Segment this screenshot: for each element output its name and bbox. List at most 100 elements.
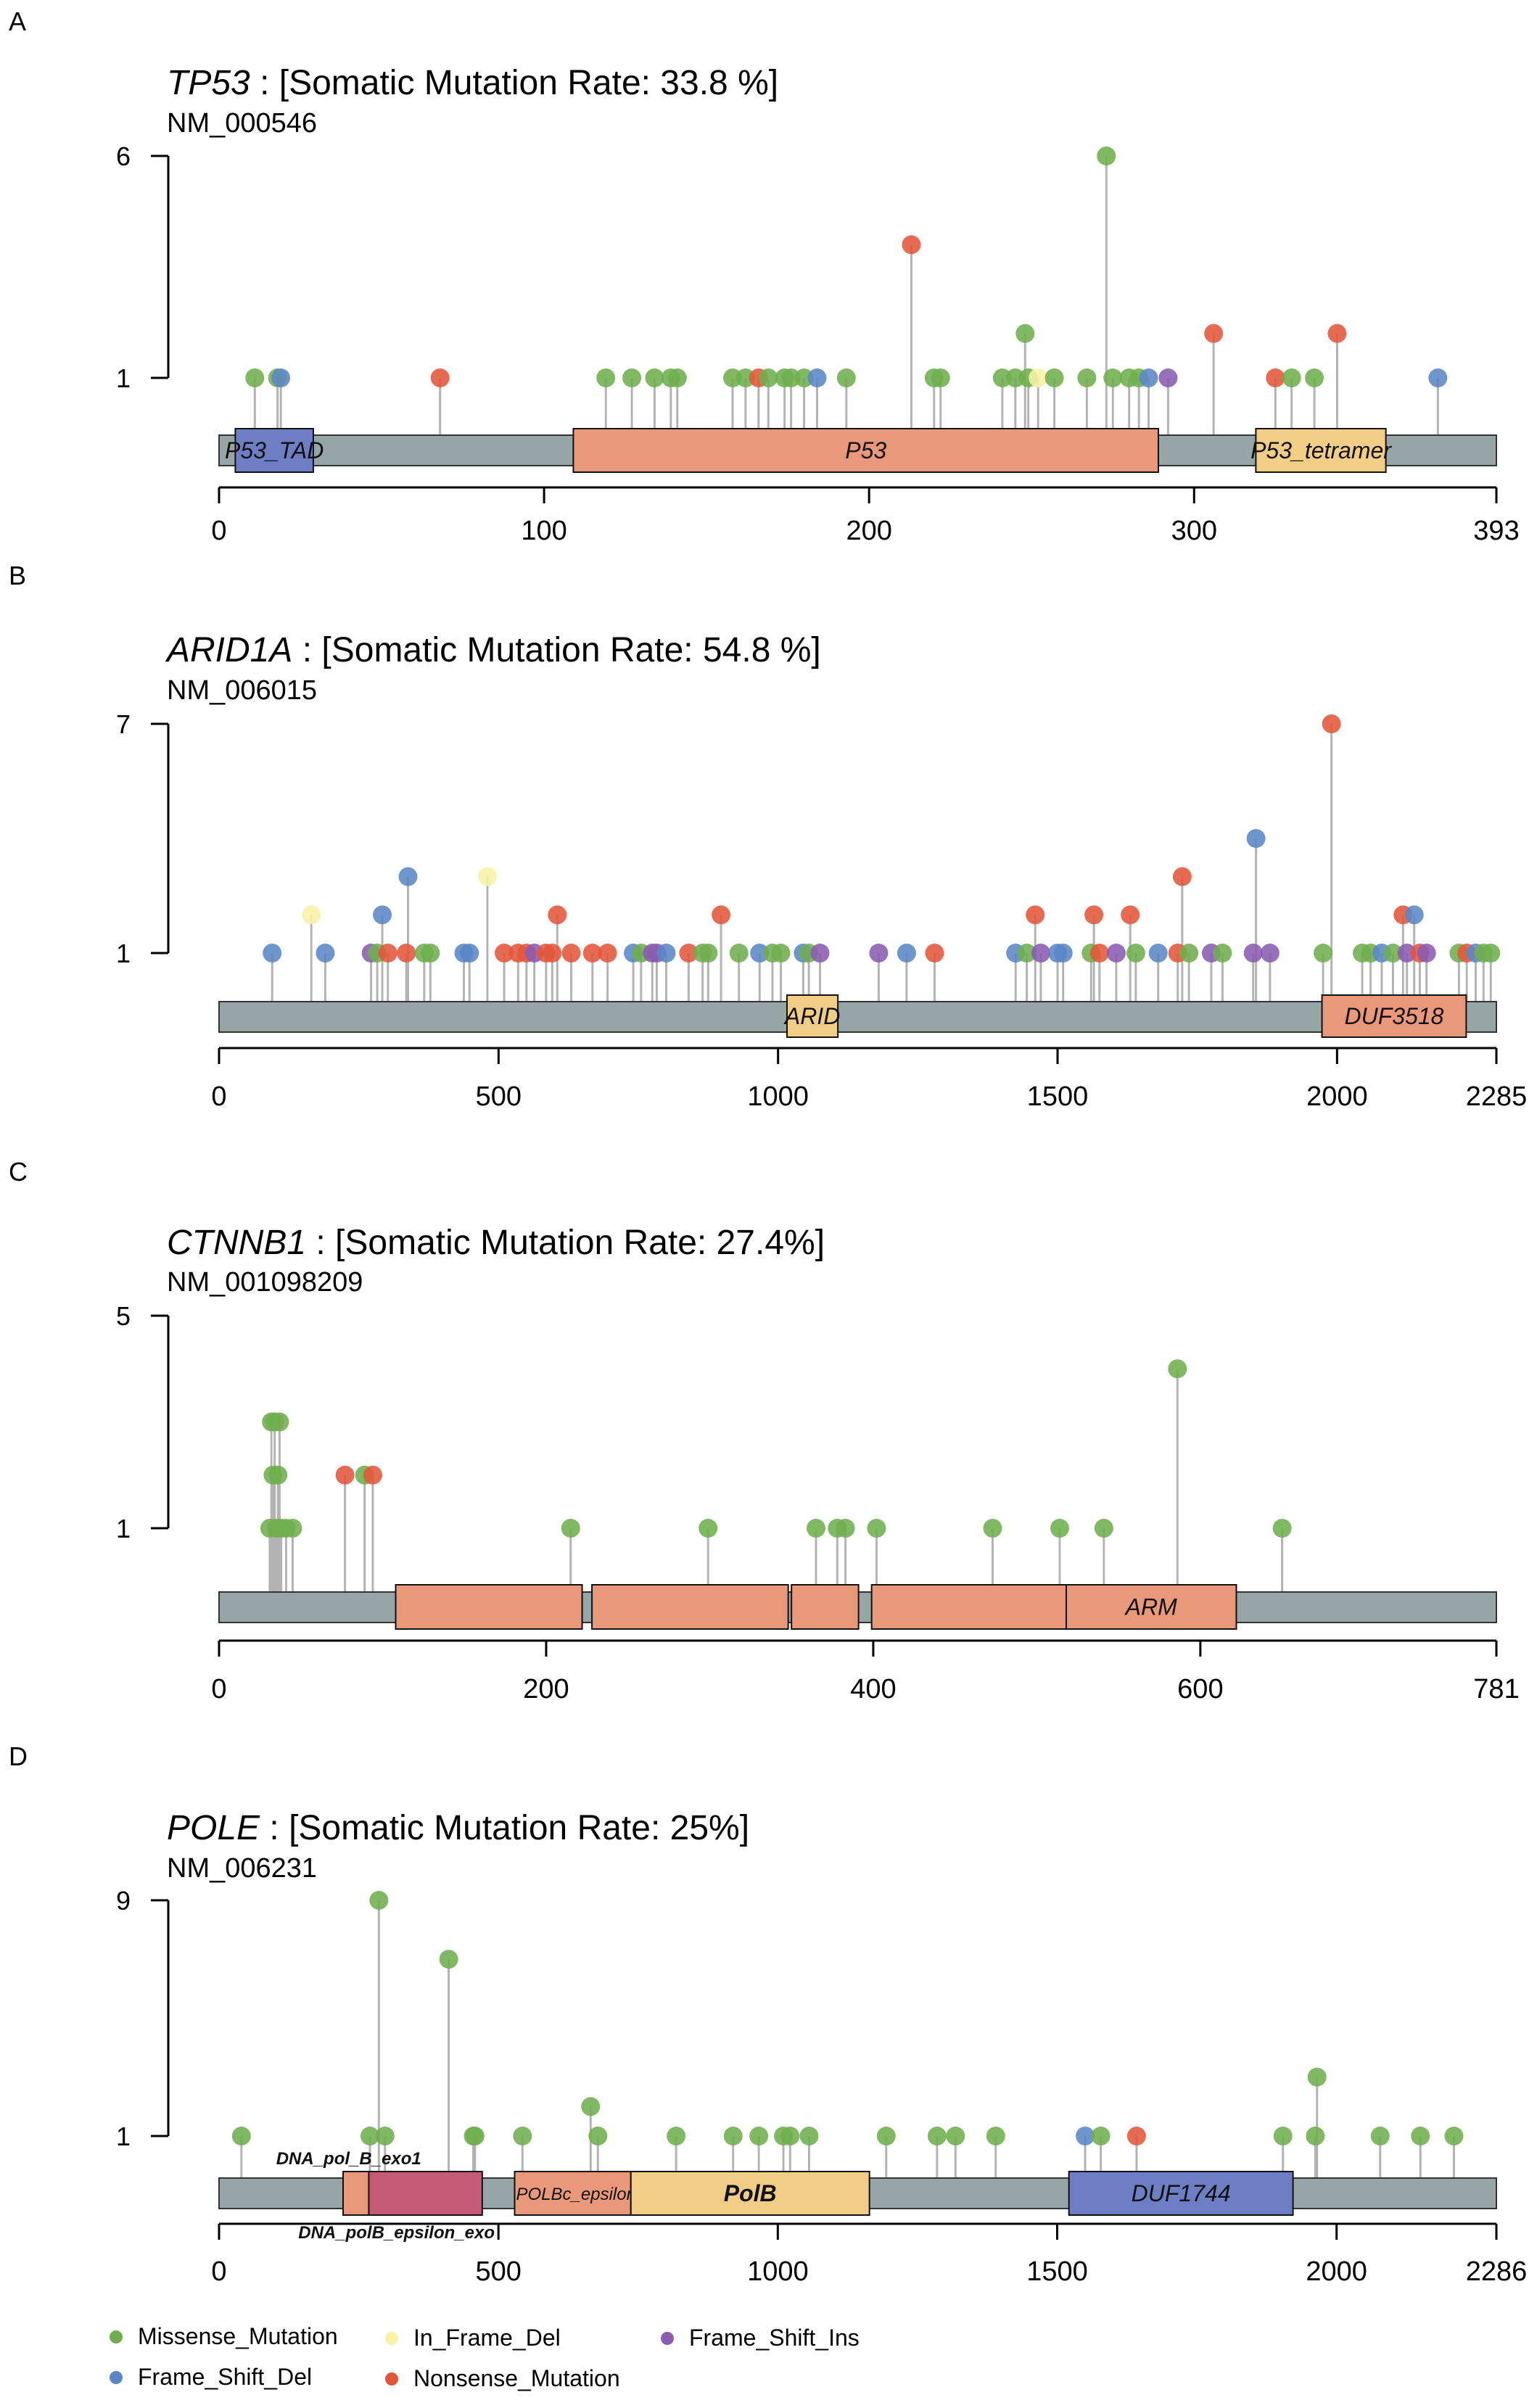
mutation-point	[869, 944, 889, 962]
lollipop-heads	[260, 1359, 1292, 1538]
mutation-point	[1172, 867, 1192, 886]
mutation-point	[397, 944, 416, 962]
mutation-point	[723, 2127, 743, 2145]
gene-name: ARID1A	[165, 631, 292, 669]
domain-box	[870, 1584, 1067, 1630]
mutation-point	[360, 2127, 379, 2145]
mutation-point	[645, 368, 664, 387]
x-tick-label: 500	[476, 1081, 522, 1112]
mutation-point	[807, 368, 827, 387]
y-tick-label: 9	[116, 1886, 131, 1916]
y-tick-label: 1	[116, 2122, 131, 2151]
x-tick-label: 1000	[747, 1081, 809, 1112]
gene-name: TP53	[167, 64, 250, 102]
x-tick-label: 0	[211, 1081, 226, 1112]
legend-label: Nonsense_Mutation	[413, 2365, 620, 2391]
mutation-point	[561, 944, 581, 962]
mutation-point	[1158, 368, 1178, 387]
mutation-point	[1306, 2127, 1325, 2145]
mutation-point	[1044, 368, 1064, 387]
mutation-point	[1481, 944, 1501, 962]
panel-a: A TP53 : [Somatic Mutation Rate: 33.8 %] N…	[9, 7, 1520, 546]
mutation-point	[679, 944, 699, 962]
protein-backbone	[218, 1001, 1497, 1033]
mutation-point	[561, 1519, 580, 1538]
mutation-point	[378, 944, 397, 962]
mutation-point	[1106, 944, 1126, 962]
mutation-point	[1305, 368, 1324, 387]
mutation-point	[283, 1519, 302, 1538]
mutation-point	[588, 2127, 608, 2145]
y-tick-label: 5	[116, 1301, 131, 1331]
mutation-point	[836, 1519, 855, 1538]
mutation-point	[1139, 368, 1158, 387]
mutation-point	[477, 867, 497, 886]
lollipop-stems	[240, 1900, 1455, 2178]
mutation-point	[1273, 2127, 1293, 2145]
mutation-point	[780, 2127, 800, 2145]
mutation-point	[1031, 944, 1050, 962]
mutation-point	[1404, 905, 1424, 925]
mutation-point	[1015, 323, 1035, 343]
mutation-point	[582, 944, 602, 962]
mutation-point	[781, 368, 801, 387]
mutation-point	[622, 368, 642, 387]
legend-swatch	[385, 2372, 398, 2386]
mutation-point	[1322, 714, 1341, 733]
y-tick-label: 6	[116, 141, 131, 171]
mutation-point	[735, 368, 755, 387]
mutation-point	[810, 944, 830, 962]
x-tick-label: 2000	[1306, 1081, 1368, 1112]
mutation-point	[1266, 368, 1285, 387]
mutation-point	[398, 867, 418, 886]
chart-title: TP53 : [Somatic Mutation Rate: 33.8 %]	[167, 64, 778, 102]
panel-label: B	[9, 561, 26, 590]
mutation-point	[1126, 2127, 1146, 2145]
mutation-point	[581, 2097, 601, 2116]
panel-d: D POLE : [Somatic Mutation Rate: 25%] NM_0…	[9, 1741, 1527, 2287]
chart-title: ARID1A : [Somatic Mutation Rate: 54.8 %]	[165, 631, 821, 669]
mutation-point	[1089, 944, 1109, 962]
mutation-point	[699, 1519, 718, 1538]
mutation-point	[1029, 368, 1048, 387]
mutation-point	[1314, 944, 1333, 962]
mutation-rate: : [Somatic Mutation Rate: 25%]	[260, 1809, 749, 1847]
mutation-point	[302, 905, 321, 925]
mutation-point	[1307, 2067, 1327, 2087]
mutation-point	[316, 944, 335, 962]
mutation-point	[729, 944, 749, 962]
mutation-point	[1005, 368, 1025, 387]
mutation-point	[1091, 2127, 1110, 2145]
domain-label: DNA_pol_B_exo1	[276, 2149, 421, 2169]
legend-swatch	[110, 2330, 123, 2343]
mutation-point	[271, 368, 291, 387]
mutation-point	[807, 1519, 826, 1538]
mutation-point	[375, 2127, 395, 2145]
domain-box	[368, 2171, 483, 2216]
mutation-point	[771, 944, 791, 962]
mutation-point	[1026, 905, 1045, 925]
mutation-point	[1103, 368, 1123, 387]
mutation-point	[335, 1465, 355, 1485]
panel-label: D	[9, 1741, 28, 1771]
domain-box	[591, 1584, 789, 1630]
mutation-point	[992, 368, 1012, 387]
lollipop-stems	[253, 156, 1439, 435]
x-tick-label: 1000	[747, 2256, 809, 2287]
mutation-point	[430, 368, 450, 387]
mutation-point	[363, 1465, 382, 1485]
mutation-point	[836, 368, 856, 387]
mutation-point	[986, 2127, 1005, 2145]
mutation-point	[1204, 323, 1224, 343]
mutation-point	[1179, 944, 1199, 962]
mutation-rate: : [Somatic Mutation Rate: 27.4%]	[306, 1224, 825, 1262]
mutation-point	[1097, 147, 1116, 165]
mutation-point	[749, 2127, 769, 2145]
domain-label: PolB	[724, 2180, 777, 2206]
mutation-point	[1417, 944, 1436, 962]
mutation-point	[369, 1891, 389, 1910]
legend-swatch	[110, 2371, 123, 2384]
x-tick-label: 1500	[1026, 2256, 1088, 2287]
